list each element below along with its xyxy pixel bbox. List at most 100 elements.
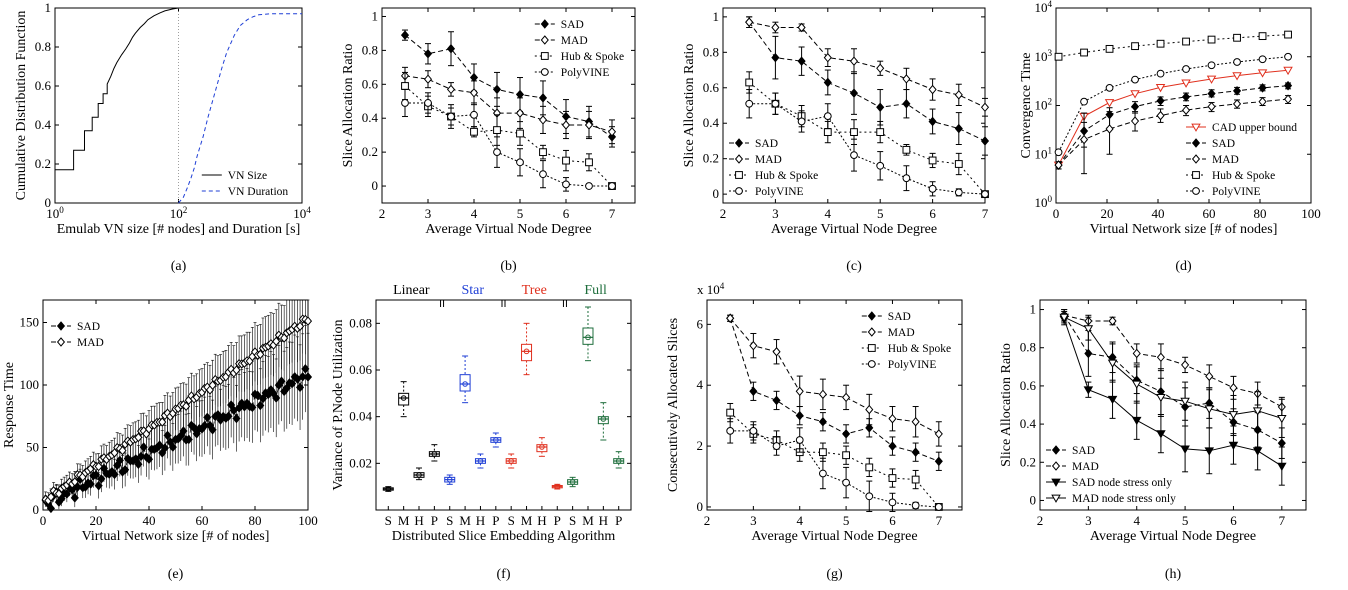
box-M-linear [398,381,410,418]
legend-marker [56,321,66,331]
y-tick-label: 1 [1030,302,1037,317]
legend-entry: Hub & Spoke [1212,170,1275,182]
data-point [1284,52,1292,61]
legend-entry: CAD upper bound [1212,122,1297,134]
data-point [110,469,119,480]
x-tick-label: 2 [704,513,711,528]
data-point [1105,124,1114,134]
y-tick-label: 104 [1034,0,1052,15]
series-cad-upper-bound [1053,66,1293,170]
x-tick-label: 4 [471,206,478,221]
data-point [224,411,233,422]
data-point [208,424,217,435]
data-point [1258,83,1267,93]
data-point [934,503,943,511]
data-point [1205,371,1214,382]
x-tick-label: 7 [982,206,989,221]
data-point [954,188,963,197]
box-median-marker [508,458,514,464]
legend-marker [56,337,66,347]
box-median-marker [615,458,622,464]
data-point [818,416,827,427]
x-tick-label: 3 [772,206,779,221]
data-point [1204,447,1215,456]
data-point [876,63,885,74]
data-point [1207,101,1216,112]
y-tick-label: 0.6 [362,76,379,91]
data-point [70,493,79,503]
x-tick-label: 7 [1279,513,1286,528]
legend-marker [1051,478,1061,487]
data-point [1156,393,1166,403]
series-line [404,75,613,133]
box-iqr [459,374,471,392]
data-point [232,365,241,375]
data-point [258,393,268,404]
data-point [980,136,990,146]
data-point [849,88,859,98]
data-point [1258,32,1267,41]
legend-entry: MAD [1212,154,1239,166]
legend-marker [1192,171,1200,179]
data-point [1232,86,1242,96]
y-tick-label: 0.8 [362,42,378,57]
series-sad [726,313,943,471]
x-tick-label: 3 [1085,513,1092,528]
x-tick-label: 7 [936,513,943,528]
x-axis-label: Virtual Network size [# of nodes] [1090,222,1278,237]
x-tick-label: 100 [298,513,318,528]
data-point [823,112,832,121]
x-axis-label: Average Virtual Node Degree [1090,529,1256,544]
data-point [168,442,177,452]
y-tick-label: 0 [372,178,379,193]
y-axis-label: Cumulative Distribution Function [14,11,29,201]
data-point [928,84,937,95]
data-point [1277,438,1286,448]
data-point [189,422,199,433]
data-point [823,128,832,136]
y-tick-label-exponent: 1 [1047,145,1052,155]
data-point [1054,148,1063,157]
x-tick-label: 80 [249,513,262,528]
data-point [1079,134,1089,145]
y-tick-label: 0.08 [349,315,372,330]
series-polyvine [745,89,989,199]
x-axis-label: Distributed Slice Embedding Algorithm [392,529,616,544]
data-point [749,386,758,397]
data-point [818,389,827,400]
box-P-full [613,451,625,469]
box-P-star [490,432,502,448]
data-point [1206,75,1217,84]
panel-caption: (f) [497,567,511,582]
x-tick-label: 40 [143,513,156,528]
legend-marker [734,154,744,164]
data-point [1204,405,1215,414]
data-point [200,420,209,431]
y-tick-label: 101 [1034,145,1052,161]
legend-entry: VN Duration [228,186,289,198]
data-point [823,52,832,63]
x-tick-label: 4 [825,206,832,221]
legend-marker [1192,187,1200,195]
x-tick-label: 6 [889,513,896,528]
data-point [771,52,780,63]
x-tick-label: 6 [563,206,570,221]
legend-marker [867,327,876,337]
data-point [298,372,307,382]
data-point [934,456,943,467]
data-point [865,463,874,472]
data-point [911,501,920,510]
data-point [1283,94,1293,104]
data-point [136,451,146,462]
x-tick-label: 100 [1301,206,1321,221]
data-point [423,74,433,84]
data-point [1105,44,1114,53]
x-tick-label: 5 [517,206,524,221]
data-point [538,115,548,125]
y-tick-label: 0 [45,195,52,210]
group-label: Star [461,283,484,298]
data-point [865,423,874,433]
data-point [288,378,297,389]
data-point [1258,96,1267,107]
